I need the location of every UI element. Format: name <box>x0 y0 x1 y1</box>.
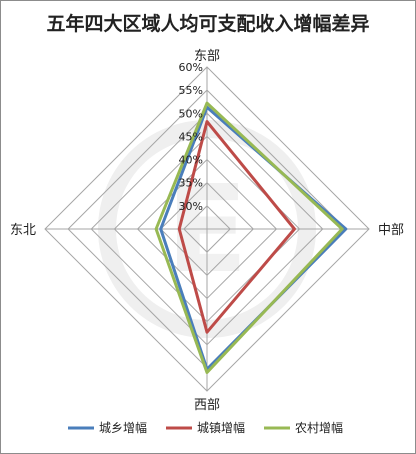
chart-title: 五年四大区域人均可支配收入增幅差异 <box>46 12 369 35</box>
axis-label: 中部 <box>378 223 404 238</box>
tick-label: 60% <box>179 61 203 74</box>
axis-label: 东北 <box>10 223 36 238</box>
radar-grid <box>44 66 370 392</box>
radar-series <box>154 101 348 374</box>
tick-label: 30% <box>179 200 203 213</box>
tick-labels: 30% 35% 40% 45% 50% 55% 60% <box>179 61 203 213</box>
tick-label: 45% <box>179 130 203 143</box>
tick-label: 55% <box>179 84 203 97</box>
legend: 城乡增幅 城镇增幅 农村增幅 <box>68 420 343 435</box>
series-line <box>154 101 344 374</box>
legend-label: 城乡增幅 <box>99 420 147 435</box>
legend-label: 农村增幅 <box>295 420 343 435</box>
tick-label: 50% <box>179 107 203 120</box>
legend-label: 城镇增幅 <box>197 420 245 435</box>
tick-label: 40% <box>179 154 203 167</box>
tick-label: 35% <box>179 177 203 190</box>
series-line <box>177 120 296 334</box>
axis-label: 东部 <box>194 49 220 64</box>
axis-label: 西部 <box>194 398 220 413</box>
